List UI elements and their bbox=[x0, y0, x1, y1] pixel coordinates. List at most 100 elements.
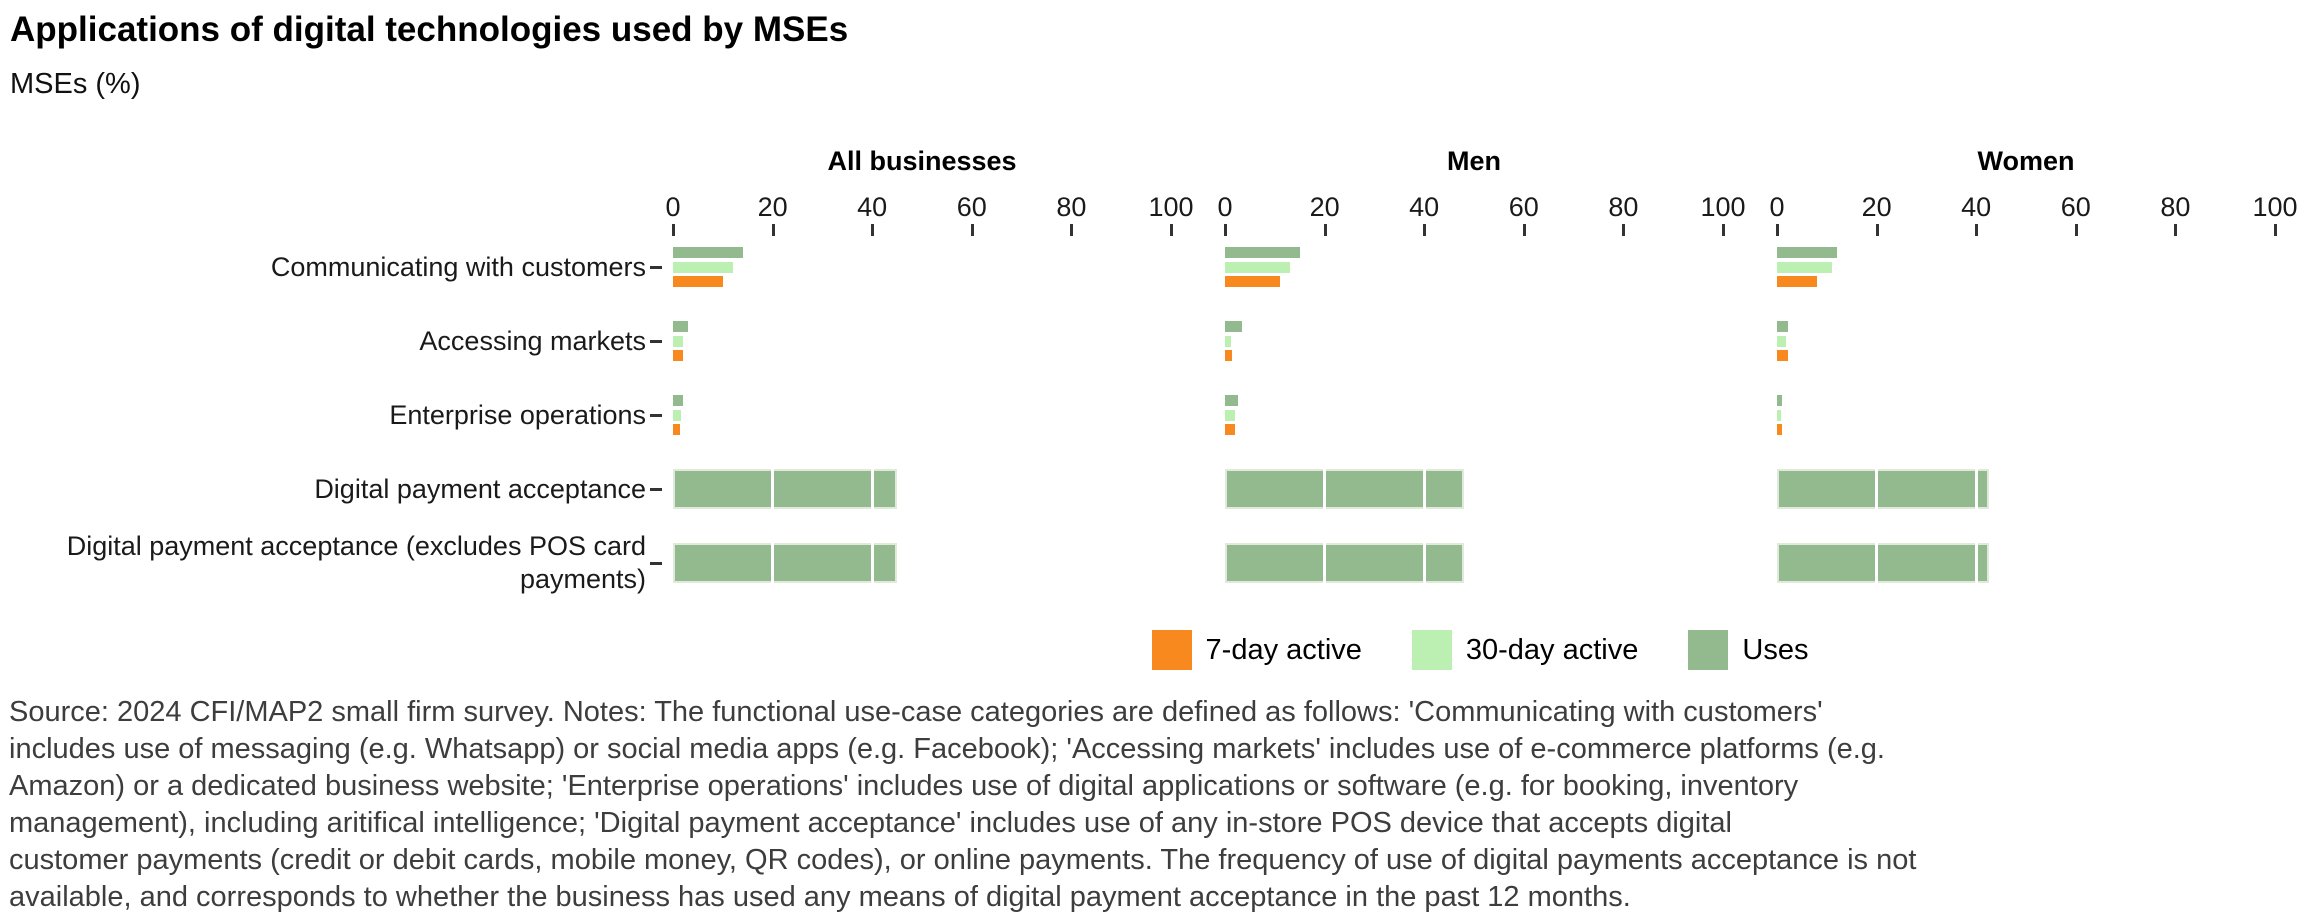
y-axis-tick bbox=[650, 562, 662, 565]
caption-line: available, and corresponds to whether th… bbox=[9, 881, 1631, 913]
x-axis-tick-label: 20 bbox=[1309, 192, 1340, 222]
bar-uses bbox=[1225, 543, 1465, 583]
legend-swatch-uses bbox=[1688, 630, 1729, 670]
x-axis-tick bbox=[871, 224, 875, 236]
x-axis-tick-label: 20 bbox=[1861, 192, 1892, 222]
bar-uses bbox=[673, 469, 898, 509]
bar-uses bbox=[1225, 395, 1239, 406]
x-axis-tick-label: 60 bbox=[1508, 192, 1539, 222]
gridline bbox=[2074, 240, 2078, 601]
bar-30-day-active bbox=[1777, 261, 1832, 273]
gridline bbox=[1621, 240, 1625, 601]
chart-subtitle: MSEs (%) bbox=[10, 68, 141, 100]
x-axis-tick bbox=[771, 224, 775, 236]
x-axis-tick-label: 100 bbox=[1148, 192, 1194, 222]
bar-30-day-active bbox=[673, 261, 733, 273]
legend-label: 7-day active bbox=[1205, 633, 1362, 666]
bar-30-day-active bbox=[1225, 409, 1235, 421]
category-label: Digital payment acceptance (excludes POS… bbox=[66, 531, 646, 594]
x-axis-tick-label: 40 bbox=[857, 192, 888, 222]
bar-7-day-active bbox=[1225, 276, 1280, 287]
x-axis-tick bbox=[1522, 224, 1526, 236]
x-axis-tick bbox=[1070, 224, 1074, 236]
x-axis-tick bbox=[970, 224, 974, 236]
bar-uses bbox=[673, 247, 743, 258]
gridline bbox=[870, 240, 874, 601]
x-axis-tick bbox=[2074, 224, 2078, 236]
x-axis-tick bbox=[1776, 224, 1779, 236]
x-axis-tick bbox=[672, 224, 675, 236]
bar-30-day-active bbox=[673, 409, 682, 421]
bar-uses bbox=[1225, 247, 1300, 258]
x-axis-tick-label: 80 bbox=[1056, 192, 1087, 222]
bar-chart-panels: Communicating with customers Accessing ma… bbox=[66, 146, 2298, 601]
legend-swatch-7-day-active bbox=[1151, 630, 1192, 670]
x-axis-tick bbox=[1975, 224, 1979, 236]
gridline bbox=[1169, 240, 1173, 601]
x-axis-tick-label: 100 bbox=[1700, 192, 1746, 222]
gridline bbox=[1422, 240, 1426, 601]
x-axis-tick-label: 0 bbox=[665, 192, 681, 222]
x-axis-tick-label: 80 bbox=[1608, 192, 1639, 222]
bar-uses bbox=[1777, 395, 1782, 406]
y-axis-tick bbox=[650, 266, 662, 269]
bar-uses bbox=[673, 543, 898, 583]
bar-uses bbox=[1777, 543, 1989, 583]
gridline bbox=[970, 240, 974, 601]
bar-uses bbox=[1225, 321, 1243, 332]
gridline bbox=[1974, 240, 1978, 601]
category-label: Enterprise operations bbox=[389, 399, 646, 430]
x-axis-tick bbox=[1323, 224, 1327, 236]
caption-line: includes use of messaging (e.g. Whatsapp… bbox=[9, 733, 1885, 765]
y-axis-tick bbox=[650, 488, 662, 491]
bar-uses bbox=[673, 321, 688, 332]
panel-header: Women bbox=[1977, 146, 2075, 176]
gridline bbox=[1875, 240, 1879, 601]
chart-title: Applications of digital technologies use… bbox=[10, 10, 849, 49]
caption-line: Amazon) or a dedicated business website;… bbox=[9, 770, 1799, 802]
bar-30-day-active bbox=[1225, 261, 1290, 273]
caption-line: Source: 2024 CFI/MAP2 small firm survey.… bbox=[9, 696, 1823, 728]
x-axis-tick-label: 0 bbox=[1769, 192, 1785, 222]
x-axis-tick bbox=[1170, 224, 1173, 236]
legend-item: 30-day active bbox=[1411, 630, 1639, 670]
bar-7-day-active bbox=[673, 350, 683, 361]
caption-line: customer payments (credit or debit cards… bbox=[9, 844, 1917, 876]
gridline bbox=[1069, 240, 1073, 601]
legend-item: 7-day active bbox=[1151, 630, 1362, 670]
bar-7-day-active bbox=[1225, 350, 1233, 361]
x-axis-tick-label: 100 bbox=[2252, 192, 2298, 222]
source-notes-caption: Source: 2024 CFI/MAP2 small firm survey.… bbox=[9, 694, 2301, 916]
bar-uses bbox=[673, 395, 683, 406]
legend-label: 30-day active bbox=[1465, 633, 1639, 666]
gridline bbox=[2173, 240, 2177, 601]
gridline bbox=[2273, 240, 2277, 601]
bar-30-day-active bbox=[1225, 335, 1232, 347]
bar-30-day-active bbox=[1777, 409, 1781, 421]
bar-7-day-active bbox=[673, 276, 723, 287]
bar-30-day-active bbox=[673, 335, 683, 347]
gridline bbox=[1323, 240, 1327, 601]
x-axis-tick-label: 40 bbox=[1961, 192, 1992, 222]
legend-item: Uses bbox=[1688, 630, 1808, 670]
panel-header: All businesses bbox=[827, 146, 1017, 176]
category-label: Communicating with customers bbox=[270, 251, 646, 282]
y-axis-tick bbox=[650, 414, 662, 417]
x-axis-tick bbox=[1722, 224, 1725, 236]
y-axis-tick bbox=[650, 340, 662, 343]
x-axis-tick bbox=[2274, 224, 2277, 236]
bar-7-day-active bbox=[1777, 424, 1782, 435]
gridline bbox=[771, 240, 775, 601]
x-axis-tick bbox=[1875, 224, 1879, 236]
bar-uses bbox=[1777, 469, 1989, 509]
legend-label: Uses bbox=[1742, 633, 1809, 666]
bar-uses bbox=[1777, 321, 1788, 332]
chart-legend: 7-day active 30-day active Uses bbox=[656, 628, 2304, 672]
category-label: Digital payment acceptance bbox=[314, 473, 646, 504]
x-axis-tick bbox=[2174, 224, 2178, 236]
gridline bbox=[1721, 240, 1725, 601]
x-axis-tick-label: 40 bbox=[1409, 192, 1440, 222]
gridline bbox=[1522, 240, 1526, 601]
category-label: Accessing markets bbox=[419, 325, 646, 356]
